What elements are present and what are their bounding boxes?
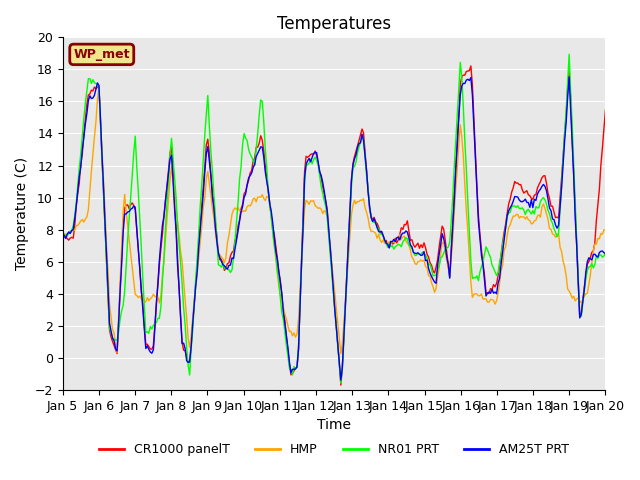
AM25T PRT — [337, 377, 345, 383]
HMP — [95, 84, 103, 90]
AM25T PRT — [565, 74, 573, 80]
NR01 PRT — [565, 51, 573, 57]
Line: HMP: HMP — [63, 87, 605, 354]
Line: CR1000 panelT: CR1000 panelT — [63, 66, 605, 385]
NR01 PRT — [337, 381, 345, 386]
Line: AM25T PRT: AM25T PRT — [63, 77, 605, 380]
HMP — [602, 228, 609, 233]
Text: WP_met: WP_met — [74, 48, 130, 61]
CR1000 panelT — [337, 382, 345, 388]
CR1000 panelT — [59, 234, 67, 240]
HMP — [298, 263, 305, 269]
AM25T PRT — [602, 251, 609, 257]
AM25T PRT — [239, 204, 246, 210]
CR1000 panelT — [248, 168, 255, 173]
CR1000 panelT — [574, 276, 582, 282]
CR1000 panelT — [467, 63, 475, 69]
HMP — [59, 237, 67, 243]
CR1000 panelT — [125, 206, 133, 212]
AM25T PRT — [59, 232, 67, 238]
AM25T PRT — [574, 279, 582, 285]
AM25T PRT — [248, 170, 255, 176]
HMP — [337, 351, 345, 357]
CR1000 panelT — [602, 107, 609, 113]
NR01 PRT — [248, 154, 255, 160]
HMP — [250, 196, 257, 202]
NR01 PRT — [239, 142, 246, 147]
Line: NR01 PRT: NR01 PRT — [63, 54, 605, 384]
HMP — [222, 255, 230, 261]
NR01 PRT — [296, 301, 304, 307]
HMP — [127, 251, 134, 257]
Legend: CR1000 panelT, HMP, NR01 PRT, AM25T PRT: CR1000 panelT, HMP, NR01 PRT, AM25T PRT — [94, 438, 574, 461]
NR01 PRT — [221, 266, 228, 272]
Title: Temperatures: Temperatures — [277, 15, 391, 33]
NR01 PRT — [602, 250, 609, 256]
NR01 PRT — [59, 235, 67, 241]
NR01 PRT — [125, 215, 133, 221]
CR1000 panelT — [296, 301, 304, 307]
Y-axis label: Temperature (C): Temperature (C) — [15, 157, 29, 270]
HMP — [240, 208, 248, 214]
HMP — [574, 295, 582, 301]
AM25T PRT — [296, 302, 304, 308]
CR1000 panelT — [239, 202, 246, 207]
CR1000 panelT — [221, 267, 228, 273]
AM25T PRT — [221, 263, 228, 269]
X-axis label: Time: Time — [317, 418, 351, 432]
AM25T PRT — [125, 209, 133, 215]
NR01 PRT — [574, 276, 582, 282]
